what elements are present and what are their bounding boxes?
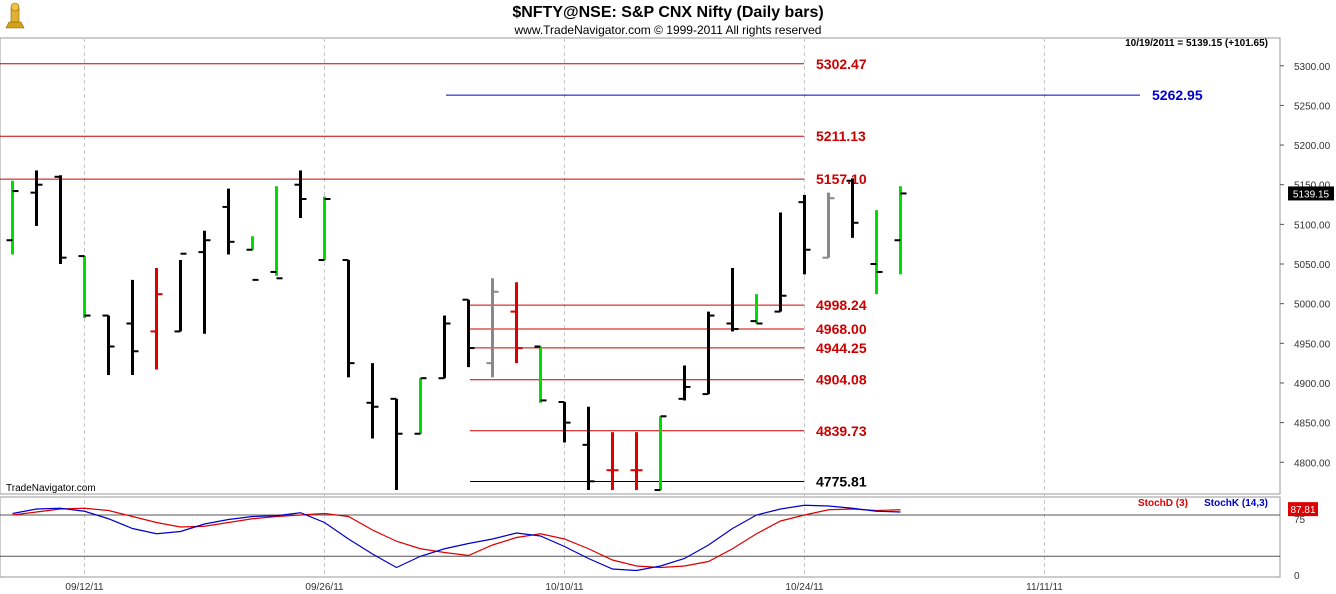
date-tick-label: 10/10/11 bbox=[545, 582, 584, 593]
ohlc-bar bbox=[750, 294, 763, 325]
level-label: 4775.81 bbox=[816, 473, 867, 489]
quote-readout: 10/19/2011 = 5139.15 (+101.65) bbox=[1125, 38, 1268, 49]
date-tick-label: 09/26/11 bbox=[305, 582, 344, 593]
ohlc-bar bbox=[294, 170, 307, 219]
ohlc-bar bbox=[390, 397, 403, 491]
ohlc-bar bbox=[582, 406, 595, 491]
ohlc-bar bbox=[606, 432, 619, 491]
stochastic-panel: StochD (3) StochK (14,3) 75 0 87.81 bbox=[0, 498, 1318, 582]
ohlc-bar bbox=[534, 345, 547, 403]
legend-stochD: StochD (3) bbox=[1138, 498, 1188, 509]
stochD-line bbox=[12, 507, 901, 569]
price-tick-label: 4950.00 bbox=[1294, 339, 1331, 350]
price-tick-label: 5100.00 bbox=[1294, 220, 1331, 231]
ohlc-bar bbox=[894, 186, 907, 275]
stoch-tick-label: 75 bbox=[1294, 515, 1306, 526]
ohlc-bar bbox=[726, 267, 739, 332]
date-tick-label: 11/11/11 bbox=[1026, 582, 1063, 593]
ohlc-bar bbox=[366, 363, 379, 439]
level-label: 5157.10 bbox=[816, 171, 867, 187]
logo-icon bbox=[5, 2, 25, 29]
level-label: 4968.00 bbox=[816, 321, 867, 337]
ohlc-bar bbox=[222, 188, 235, 255]
ohlc-bar bbox=[630, 432, 643, 491]
level-label: 4839.73 bbox=[816, 423, 867, 439]
ohlc-bar bbox=[30, 170, 43, 226]
chart-title: $NFTY@NSE: S&P CNX Nifty (Daily bars) bbox=[512, 4, 823, 21]
watermark-text: TradeNavigator.com bbox=[6, 483, 96, 494]
ohlc-bar bbox=[414, 377, 427, 435]
price-axis: 5300.00 5250.00 5200.00 5150.00 5100.00 5050.… bbox=[1280, 62, 1334, 469]
level-label: 4998.24 bbox=[816, 297, 867, 313]
ohlc-bar bbox=[246, 236, 259, 281]
ohlc-bar bbox=[846, 178, 859, 238]
date-tick-label: 09/12/11 bbox=[65, 582, 104, 593]
stoch-last-box bbox=[1288, 502, 1318, 517]
stochK-line bbox=[12, 504, 901, 572]
ohlc-bar bbox=[6, 180, 19, 255]
ohlc-bar bbox=[126, 279, 139, 376]
grid-lines bbox=[84, 38, 1045, 577]
price-tick-label: 5300.00 bbox=[1294, 62, 1331, 73]
legend-stochK: StochK (14,3) bbox=[1204, 498, 1268, 509]
ohlc-bar bbox=[342, 259, 355, 378]
price-tick-label: 5150.00 bbox=[1294, 181, 1331, 192]
price-tick-label: 5050.00 bbox=[1294, 260, 1331, 271]
ohlc-bar bbox=[774, 212, 787, 313]
price-panel-border bbox=[0, 37, 1281, 495]
price-tick-label: 4900.00 bbox=[1294, 379, 1331, 390]
ohlc-bar bbox=[702, 311, 715, 396]
date-tick-label: 10/24/11 bbox=[785, 582, 824, 593]
ohlc-bar bbox=[486, 278, 499, 378]
price-tick-label: 5200.00 bbox=[1294, 141, 1331, 152]
level-label: 5262.95 bbox=[1152, 87, 1203, 103]
level-label: 5302.47 bbox=[816, 56, 867, 72]
level-label: 4904.08 bbox=[816, 372, 867, 388]
ohlc-bar bbox=[870, 210, 883, 295]
ohlc-bar bbox=[54, 175, 67, 265]
price-tick-label: 4800.00 bbox=[1294, 458, 1331, 469]
price-levels: 5302.47 5262.95 5211.13 5157.10 4998.24 4968.… bbox=[0, 56, 1203, 489]
price-tick-label: 4850.00 bbox=[1294, 419, 1331, 430]
ohlc-bar bbox=[102, 314, 115, 376]
ohlc-bar bbox=[462, 298, 475, 368]
ohlc-bar bbox=[438, 315, 451, 380]
ohlc-bar bbox=[318, 196, 331, 262]
ohlc-bar bbox=[678, 365, 691, 401]
price-bars bbox=[6, 170, 907, 492]
date-axis: 09/12/11 09/26/11 10/10/11 10/24/11 11/11/11 bbox=[65, 582, 1063, 593]
ohlc-bar bbox=[654, 415, 667, 492]
plot-frame bbox=[0, 37, 1281, 578]
last-price-box bbox=[1288, 186, 1334, 201]
level-label: 4944.25 bbox=[816, 340, 867, 356]
ohlc-bar bbox=[510, 282, 523, 364]
price-tick-label: 5250.00 bbox=[1294, 101, 1331, 112]
ohlc-bar bbox=[798, 195, 811, 275]
ohlc-bar bbox=[198, 230, 211, 334]
ohlc-bar bbox=[174, 252, 187, 333]
ohlc-bar bbox=[822, 192, 835, 259]
stoch-panel-border bbox=[0, 496, 1281, 578]
last-price-label: 5139.15 bbox=[1293, 189, 1330, 200]
header: $NFTY@NSE: S&P CNX Nifty (Daily bars) ww… bbox=[6, 4, 1268, 494]
copyright-subtitle: www.TradeNavigator.com © 1999-2011 All r… bbox=[514, 23, 822, 37]
level-label: 5211.13 bbox=[816, 128, 866, 144]
price-tick-label: 5000.00 bbox=[1294, 300, 1331, 311]
stoch-last-label: 87.81 bbox=[1290, 505, 1315, 516]
ohlc-bar bbox=[150, 267, 163, 370]
ohlc-bar bbox=[558, 401, 571, 443]
ohlc-bar bbox=[270, 186, 283, 280]
ohlc-bar bbox=[78, 255, 91, 318]
stoch-tick-label: 0 bbox=[1294, 571, 1300, 582]
